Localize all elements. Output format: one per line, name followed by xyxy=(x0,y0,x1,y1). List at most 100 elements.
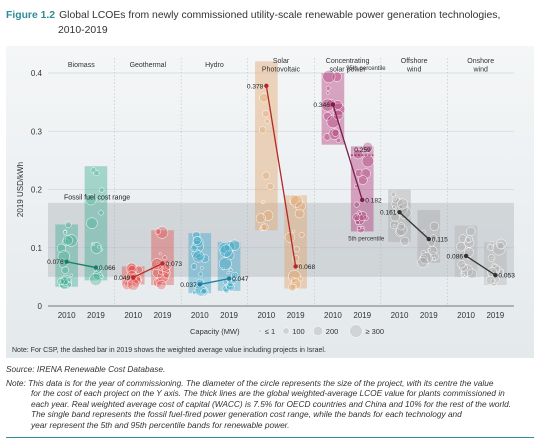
project-bubble xyxy=(358,175,368,185)
project-bubble xyxy=(429,221,440,232)
weighted-average-label: 0.066 xyxy=(99,265,116,272)
project-bubble xyxy=(62,235,73,246)
weighted-average-point xyxy=(293,264,298,269)
weighted-average-label: 0.346 xyxy=(313,102,330,109)
legend-label: 200 xyxy=(326,327,339,336)
project-bubble xyxy=(65,234,78,247)
legend-label: 100 xyxy=(292,327,305,336)
project-bubble xyxy=(195,253,204,262)
x-tick-label: 2010 xyxy=(124,311,142,320)
project-bubble xyxy=(255,213,266,224)
technology-label: Hydro xyxy=(205,62,224,69)
technology-label: Onshore xyxy=(467,58,494,65)
project-bubble xyxy=(266,182,274,191)
dashed-average-label: 0.259 xyxy=(354,147,371,154)
project-bubble xyxy=(190,244,198,252)
project-bubble xyxy=(259,126,267,134)
project-bubble xyxy=(397,198,409,210)
project-bubble xyxy=(290,195,303,208)
legend-label: ≥ 300 xyxy=(365,327,384,336)
project-bubble xyxy=(400,236,410,246)
project-bubble xyxy=(64,221,72,228)
project-bubble xyxy=(489,241,495,246)
project-bubble xyxy=(352,148,364,160)
project-bubble xyxy=(233,273,237,277)
project-bubble xyxy=(91,242,96,246)
project-bubble xyxy=(261,200,266,204)
x-tick-label: 2010 xyxy=(391,311,409,320)
project-bubble xyxy=(97,244,101,249)
figure-number: Figure 1.2 xyxy=(6,10,56,21)
project-bubble xyxy=(417,256,429,268)
project-bubble xyxy=(428,245,438,256)
project-bubble xyxy=(85,194,97,206)
project-bubble xyxy=(89,272,103,286)
project-bubble xyxy=(99,274,104,279)
project-bubble xyxy=(432,256,436,261)
project-bubble xyxy=(294,208,305,219)
project-bubble xyxy=(497,241,505,250)
weighted-average-label: 0.076 xyxy=(47,259,64,266)
percentile-95-label: 95th percentile xyxy=(346,66,386,72)
x-tick-label: 2019 xyxy=(353,311,371,320)
footnote-line-2: for the cost of each project on the Y ax… xyxy=(31,388,505,399)
project-bubble xyxy=(487,254,496,262)
legend-bubble xyxy=(257,328,263,334)
weighted-average-label: 0.049 xyxy=(114,275,131,282)
project-bubble xyxy=(127,265,137,275)
weighted-average-point xyxy=(493,272,498,278)
project-bubble xyxy=(162,255,168,261)
project-bubble xyxy=(259,93,269,103)
weighted-average-point xyxy=(426,236,431,242)
technology-label: Biomass xyxy=(68,62,95,69)
weighted-average-point xyxy=(131,275,136,280)
project-bubble xyxy=(293,246,300,253)
project-bubble xyxy=(156,261,160,265)
project-bubble xyxy=(325,85,331,91)
project-bubble xyxy=(466,226,476,237)
legend-label: ≤ 1 xyxy=(265,327,275,336)
project-bubble xyxy=(397,222,406,231)
project-bubble xyxy=(228,267,233,272)
weighted-average-point xyxy=(197,282,202,287)
project-bubble xyxy=(86,217,98,229)
project-bubble xyxy=(229,239,241,251)
weighted-average-label: 0.068 xyxy=(299,264,316,271)
x-tick-label: 2019 xyxy=(287,311,305,320)
project-bubble xyxy=(264,118,270,124)
project-bubble xyxy=(485,275,495,285)
y-tick-label: 0.3 xyxy=(31,127,43,136)
weighted-average-line xyxy=(332,104,363,201)
project-bubble xyxy=(90,242,103,254)
weighted-average-line xyxy=(132,262,163,279)
footnote-line-1: This data is for the year of commissioni… xyxy=(28,377,494,388)
project-bubble xyxy=(226,271,230,275)
legend-bubble xyxy=(312,325,324,337)
project-bubble xyxy=(69,273,73,277)
percentile-band xyxy=(350,146,374,232)
project-bubble xyxy=(66,282,72,288)
project-bubble xyxy=(298,276,304,282)
weighted-average-label: 0.053 xyxy=(498,273,515,280)
weighted-average-line xyxy=(399,211,430,240)
project-bubble xyxy=(199,266,204,271)
grid-layer xyxy=(48,58,514,307)
source-text: Source: IRENA Renewable Cost Database. xyxy=(6,364,166,374)
lcoe-chart: 0 0.1 0.2 0.3 0.4 2019 USD/kWh Fossil fuel cos… xyxy=(6,46,534,358)
x-tick-label: 2010 xyxy=(58,311,76,320)
legend-bubble xyxy=(349,324,363,338)
x-tick-label: 2019 xyxy=(154,311,172,320)
technology-label: Concentrating xyxy=(326,58,370,65)
percentile-band xyxy=(188,233,212,294)
project-bubble xyxy=(158,269,163,275)
project-bubble xyxy=(392,224,396,228)
project-bubble xyxy=(99,197,105,202)
weighted-average-label: 0.161 xyxy=(380,210,397,217)
project-bubble xyxy=(456,241,466,252)
percentile-5-label: 5th percentile xyxy=(348,236,385,242)
y-tick-label: 0.2 xyxy=(31,186,43,195)
project-bubble xyxy=(298,231,305,238)
project-bubble xyxy=(61,266,70,274)
project-bubble xyxy=(323,111,332,121)
weighted-average-label: 0.378 xyxy=(247,83,264,90)
